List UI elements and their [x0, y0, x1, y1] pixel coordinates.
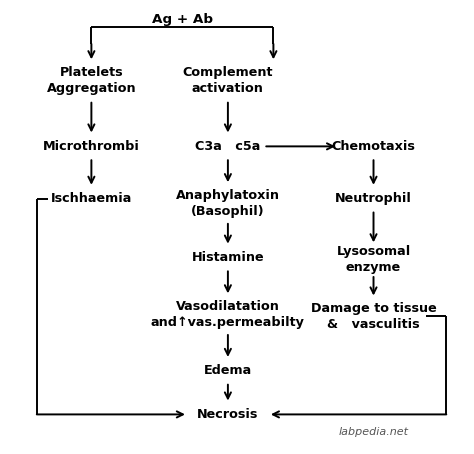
Text: Neutrophil: Neutrophil [335, 192, 412, 205]
Text: Ischhaemia: Ischhaemia [51, 192, 132, 205]
Text: Anaphylatoxin
(Basophil): Anaphylatoxin (Basophil) [176, 188, 280, 217]
Text: Damage to tissue
&   vasculitis: Damage to tissue & vasculitis [310, 302, 437, 331]
Text: Platelets
Aggregation: Platelets Aggregation [46, 66, 136, 95]
Text: labpedia.net: labpedia.net [338, 427, 409, 437]
Text: C3a   c5a: C3a c5a [195, 140, 261, 153]
Text: Lysosomal
enzyme: Lysosomal enzyme [337, 245, 410, 274]
Text: Complement
activation: Complement activation [182, 66, 273, 95]
Text: Ag + Ab: Ag + Ab [152, 13, 213, 25]
Text: Histamine: Histamine [191, 251, 264, 264]
Text: Edema: Edema [204, 364, 252, 377]
Text: Chemotaxis: Chemotaxis [332, 140, 415, 153]
Text: Microthrombi: Microthrombi [43, 140, 140, 153]
Text: Vasodilatation
and↑vas.permeabilty: Vasodilatation and↑vas.permeabilty [151, 300, 305, 329]
Text: Necrosis: Necrosis [197, 408, 259, 421]
